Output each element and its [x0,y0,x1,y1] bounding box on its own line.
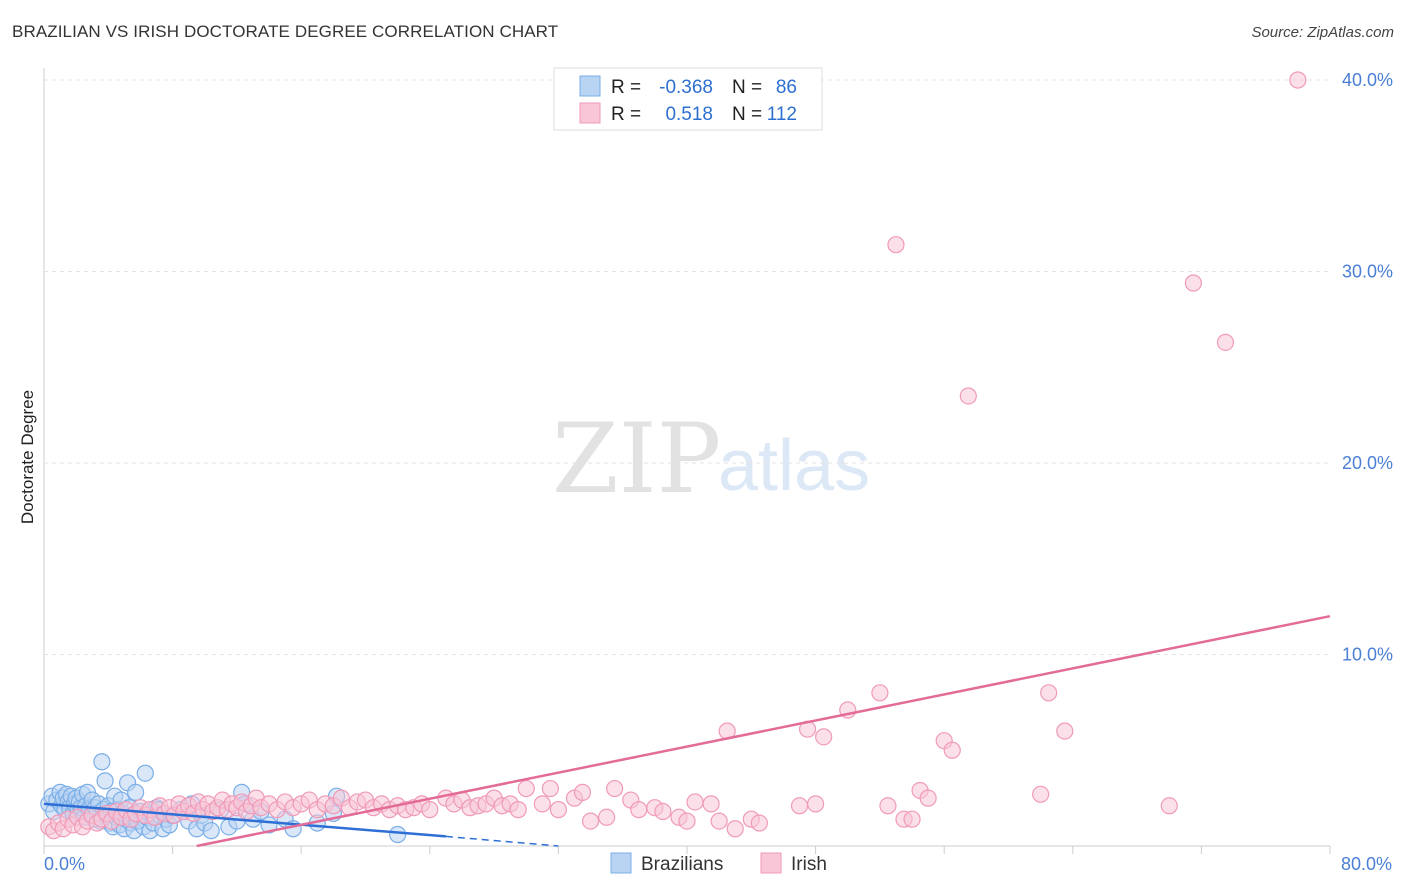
irish-point [1289,71,1307,89]
irish-point [919,789,937,807]
legend-swatch-irish [760,852,782,874]
irish-point [750,814,768,832]
irish-point [509,801,527,819]
irish-point [806,795,825,813]
irish-point [726,820,744,838]
irish-point [678,812,696,830]
irish-point [630,801,648,819]
irish-point [549,801,568,819]
brazilians-trend-extension [445,835,559,847]
irish-point [533,795,551,813]
legend-label-brazilians: Brazilians [641,854,723,875]
source-credit: Source: ZipAtlas.com [1251,24,1394,41]
brazilians-trend-line [43,802,446,838]
irish-point [1040,684,1058,702]
irish-point [1216,333,1235,351]
data-points [40,71,1307,844]
x-tick-label-max: 80.0% [1341,854,1392,874]
stats-n-value-brazilians: 86 [776,77,797,98]
irish-point [1184,274,1202,292]
brazilians-point [389,825,407,844]
brazilians-point [127,783,145,801]
irish-point [598,808,616,826]
y-axis-label: Doctorate Degree [18,390,37,524]
irish-point [421,801,439,819]
irish-point [871,684,889,702]
stats-n-value-irish: 112 [767,104,797,125]
stats-r-label-irish: R = [611,104,641,125]
irish-point [879,797,897,815]
stats-n-label-brazilians: N = [732,77,762,98]
irish-point [887,236,905,254]
legend: Brazilians Irish [610,852,827,875]
brazilians-point [93,753,111,771]
stats-n-label-irish: N = [732,104,762,125]
brazilians-point [202,822,220,840]
watermark-atlas: atlas [718,426,870,506]
irish-point [790,797,809,815]
irish-point [1160,797,1178,815]
irish-point [517,779,535,798]
legend-label-irish: Irish [791,854,827,875]
irish-point [959,387,977,405]
irish-point [702,795,720,813]
chart-title: BRAZILIAN VS IRISH DOCTORATE DEGREE CORR… [12,22,559,41]
irish-point [606,779,624,798]
legend-swatch-brazilians [610,852,632,874]
y-tick-label: 10.0% [1342,645,1393,665]
stats-r-label-brazilians: R = [611,77,641,98]
stats-box: R = -0.368 N = 86 R = 0.518 N = 112 [553,67,823,131]
y-tick-label: 40.0% [1342,70,1393,90]
brazilians-point [136,764,154,782]
irish-point [1056,722,1074,740]
irish-point [654,802,672,821]
y-tick-label: 30.0% [1342,262,1393,282]
grid-lines [44,79,1330,655]
x-axis-ticks [43,846,1331,854]
irish-trend-line [196,614,1331,848]
brazilians-point [96,772,114,790]
trend-lines [43,614,1331,848]
irish-point [815,728,833,746]
series-irish-points [40,71,1307,840]
irish-point [943,741,961,759]
stats-swatch-brazilians [579,75,601,97]
stats-r-value-irish: 0.518 [665,104,713,125]
irish-point [710,812,728,830]
irish-point [573,783,592,801]
stats-r-value-brazilians: -0.368 [659,77,713,98]
irish-point [903,810,921,828]
irish-point [1032,785,1050,803]
irish-point [541,779,559,798]
irish-point [686,793,704,811]
x-tick-label-min: 0.0% [44,854,85,874]
stats-swatch-irish [579,102,601,124]
watermark-zip: ZIP [552,403,721,515]
y-axis-tick-labels: 10.0% 20.0% 30.0% 40.0% [1342,70,1393,665]
irish-point [581,812,600,830]
y-tick-label: 20.0% [1342,453,1393,473]
